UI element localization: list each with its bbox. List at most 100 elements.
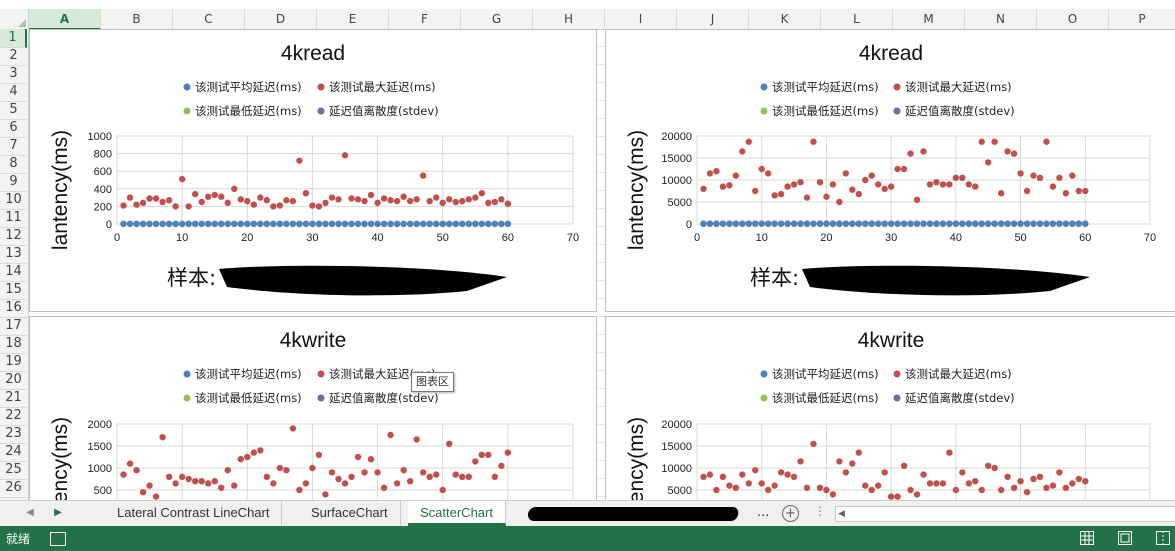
data-point	[920, 471, 927, 478]
column-header-g[interactable]: G	[461, 9, 533, 29]
column-header-f[interactable]: F	[389, 9, 461, 29]
row-header-11[interactable]: 11	[0, 209, 27, 228]
data-point	[894, 165, 901, 173]
data-point	[1010, 150, 1018, 157]
column-header-i[interactable]: I	[605, 9, 677, 29]
data-point	[446, 220, 453, 228]
sheet-tab-redacted[interactable]	[527, 507, 740, 521]
row-header-15[interactable]: 15	[0, 281, 27, 300]
row-header-17[interactable]: 17	[0, 317, 27, 336]
column-header-c[interactable]: C	[173, 9, 245, 29]
data-point	[165, 473, 173, 480]
row-header-19[interactable]: 19	[0, 353, 27, 372]
data-point	[250, 449, 257, 456]
row-header-25[interactable]: 25	[0, 461, 27, 480]
data-point	[270, 220, 277, 228]
row-header-18[interactable]: 18	[0, 335, 27, 354]
data-point	[900, 220, 908, 227]
scroll-left-arrow-icon[interactable]: ◀	[838, 509, 845, 519]
tab-scroll-right-icon[interactable]: ▶	[54, 507, 62, 518]
row-header-10[interactable]: 10	[0, 191, 27, 210]
data-point	[498, 196, 505, 203]
sheet-tab-surfacechart[interactable]: SurfaceChart	[299, 501, 401, 525]
column-header-k[interactable]: K	[749, 9, 821, 29]
tab-scroll-left-icon[interactable]: ◀	[26, 507, 34, 518]
y-tick-label: 800	[94, 149, 112, 161]
data-point	[752, 187, 759, 195]
data-point	[946, 449, 953, 456]
data-point	[237, 456, 244, 463]
row-header-22[interactable]: 22	[0, 407, 27, 426]
row-header-6[interactable]: 6	[0, 119, 27, 138]
column-header-j[interactable]: J	[677, 9, 749, 29]
column-header-p[interactable]: P	[1109, 9, 1175, 29]
chart-title: 4kread	[281, 42, 345, 65]
page-break-view-icon[interactable]	[1156, 531, 1170, 545]
data-point	[309, 220, 316, 228]
data-point	[139, 220, 147, 228]
chart-4kread-left[interactable]: 4kread 该测试平均延迟(ms) 该测试最大延迟(ms) 该测试最低延迟(ms) 延…	[29, 29, 597, 312]
data-point	[328, 220, 336, 228]
data-point	[959, 469, 966, 476]
row-header-21[interactable]: 21	[0, 389, 27, 408]
page-layout-view-icon[interactable]	[1118, 531, 1132, 545]
y-tick-label: 20000	[661, 131, 692, 143]
data-point	[997, 220, 1005, 227]
column-header-b[interactable]: B	[101, 9, 173, 29]
row-header-8[interactable]: 8	[0, 155, 27, 174]
column-header-n[interactable]: N	[965, 9, 1037, 29]
column-header-d[interactable]: D	[245, 9, 317, 29]
data-point	[478, 220, 485, 228]
data-point	[965, 220, 972, 227]
horizontal-scrollbar[interactable]: ◀	[835, 506, 1175, 522]
row-header-13[interactable]: 13	[0, 245, 27, 264]
column-header-l[interactable]: L	[821, 9, 893, 29]
chart-4kwrite-left[interactable]: 4kwrite 该测试平均延迟(ms) 该测试最大延迟(ms) 该测试最低延迟(ms)…	[29, 316, 597, 508]
data-point	[855, 190, 862, 198]
more-tabs-ellipsis[interactable]: ...	[757, 505, 770, 520]
add-sheet-icon[interactable]: +	[782, 505, 799, 522]
row-header-20[interactable]: 20	[0, 371, 27, 390]
row-header-7[interactable]: 7	[0, 137, 27, 156]
column-header-a[interactable]: A	[29, 9, 101, 30]
row-header-14[interactable]: 14	[0, 263, 27, 282]
data-point	[218, 220, 225, 228]
column-header-o[interactable]: O	[1037, 9, 1109, 29]
row-header-1[interactable]: 1	[0, 29, 27, 48]
data-point	[354, 196, 362, 203]
data-point	[823, 193, 830, 200]
column-header-h[interactable]: H	[533, 9, 605, 29]
row-header-24[interactable]: 24	[0, 443, 27, 462]
data-point	[276, 202, 284, 209]
row-header-16[interactable]: 16	[0, 299, 27, 318]
data-point	[823, 486, 830, 494]
data-point	[452, 198, 459, 206]
column-header-e[interactable]: E	[317, 9, 389, 29]
select-all-corner[interactable]	[0, 9, 29, 29]
macro-record-icon[interactable]	[50, 532, 66, 546]
data-point	[926, 181, 934, 188]
sheet-tab-scatterchart[interactable]: ScatterChart	[408, 501, 506, 526]
normal-view-icon[interactable]	[1080, 531, 1094, 545]
column-header-m[interactable]: M	[893, 9, 965, 29]
data-point	[218, 193, 225, 200]
row-header-3[interactable]: 3	[0, 65, 27, 84]
data-point	[881, 469, 888, 476]
redacted-sample-name	[802, 265, 1090, 296]
row-header-9[interactable]: 9	[0, 173, 27, 192]
data-point	[433, 220, 440, 228]
row-header-12[interactable]: 12	[0, 227, 27, 246]
chart-4kread-right[interactable]: 4kread 该测试平均延迟(ms) 该测试最大延迟(ms) 该测试最低延迟(ms) 延…	[605, 29, 1175, 312]
splitter-handle-icon[interactable]: ⋮	[814, 504, 826, 518]
row-header-23[interactable]: 23	[0, 425, 27, 444]
data-point	[393, 197, 401, 205]
data-point	[159, 434, 166, 441]
y-tick-label: 400	[94, 184, 112, 196]
row-header-2[interactable]: 2	[0, 47, 27, 66]
row-header-26[interactable]: 26	[0, 479, 27, 498]
sheet-tab-lateral-contrast-linechart[interactable]: Lateral Contrast LineChart	[105, 501, 283, 525]
row-header-5[interactable]: 5	[0, 101, 27, 120]
chart-4kwrite-right[interactable]: 4kwrite 该测试平均延迟(ms) 该测试最大延迟(ms) 该测试最低延迟(ms)…	[605, 316, 1175, 508]
data-point	[887, 493, 895, 500]
row-header-4[interactable]: 4	[0, 83, 27, 102]
